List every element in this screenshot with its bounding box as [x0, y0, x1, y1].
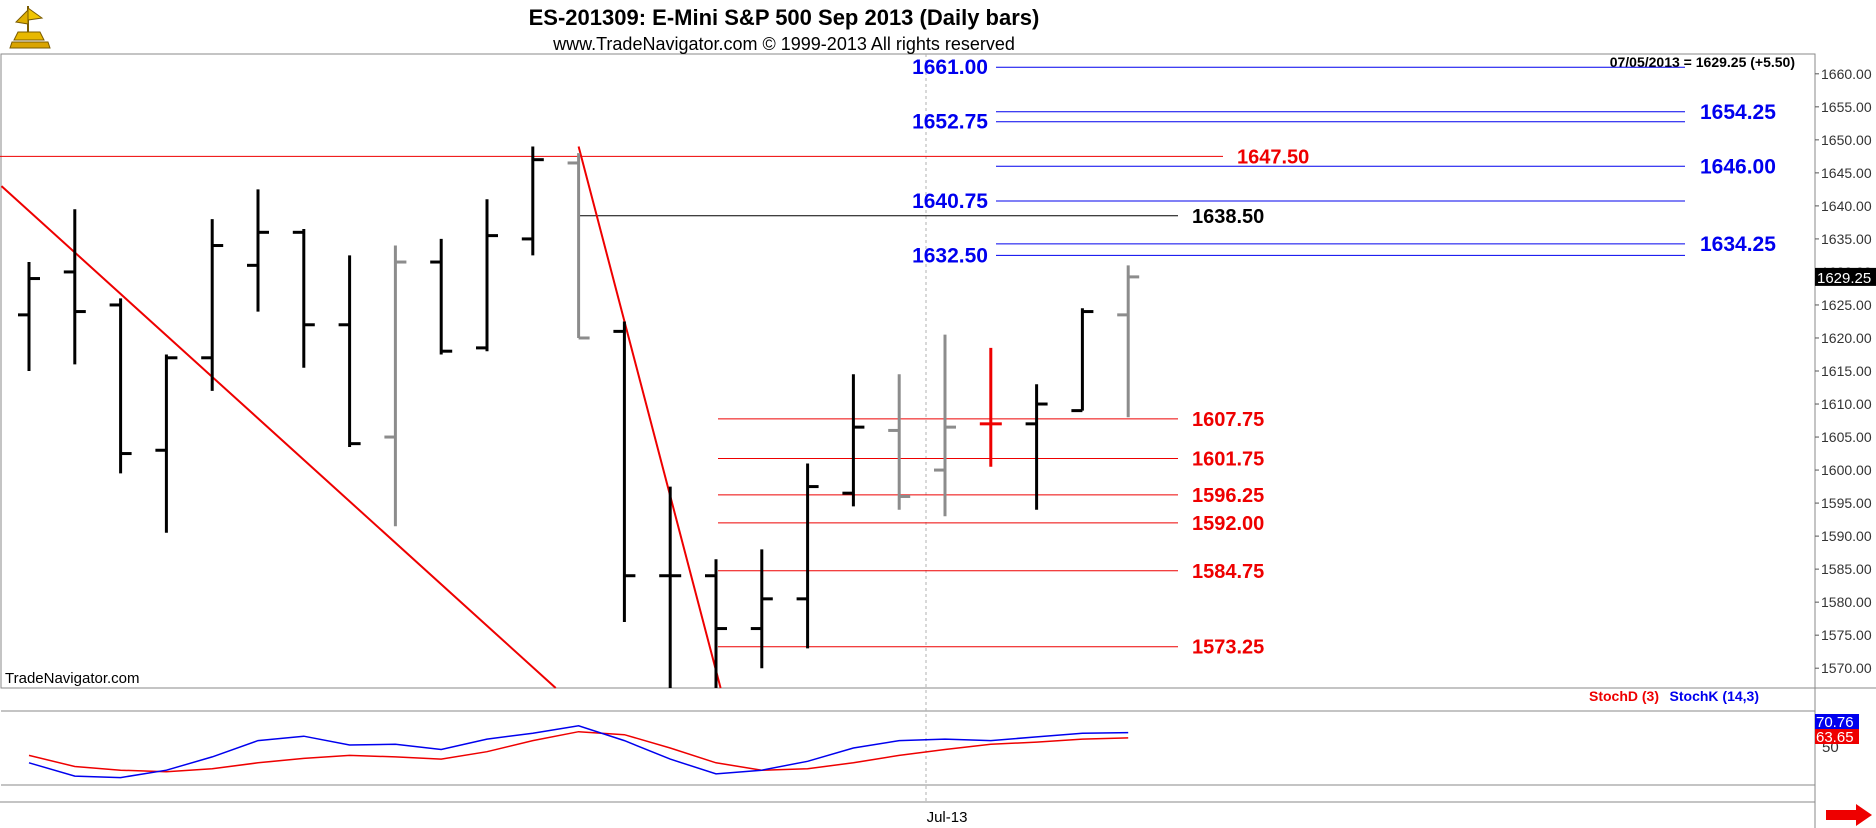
level-label: 1634.25 [1700, 233, 1776, 256]
price-panel-frame [0, 53, 1816, 689]
last-price-tag: 1629.25 [1817, 270, 1871, 287]
stochastic-lines [28, 725, 1129, 779]
level-label: 1646.00 [1700, 155, 1776, 178]
y-tick-label: 1660.00 [1821, 66, 1872, 82]
trendline [0, 185, 557, 689]
ohlc-bar [796, 463, 819, 649]
trendlines [0, 146, 722, 689]
level-label: 1647.50 [1237, 146, 1309, 168]
ohlc-bar [934, 334, 956, 517]
stoch-series-line [28, 725, 1129, 779]
level-label: 1607.75 [1192, 409, 1264, 431]
y-axis: 1570.00 1575.00 1580.00 1585.00 1590.00 1595.… [1815, 66, 1872, 676]
stochk-value-tag-bg [1815, 714, 1859, 729]
level-label: 1584.75 [1192, 561, 1264, 583]
last-price-tag-bg [1815, 267, 1876, 286]
ohlc-bar [430, 238, 453, 355]
ohlc-bar [705, 559, 727, 688]
level-label: 1596.25 [1192, 485, 1264, 507]
level-label: 1640.75 [912, 190, 988, 213]
ohlc-bar [63, 209, 86, 365]
stochk-value-tag: 70.76 [1816, 714, 1854, 731]
ohlc-bars [18, 146, 1140, 688]
ohlc-bar [659, 486, 682, 688]
level-label: 1654.25 [1700, 101, 1776, 124]
y-tick-label: 1605.00 [1821, 429, 1872, 445]
y-tick-label: 1595.00 [1821, 495, 1872, 511]
watermark: TradeNavigator.com [5, 670, 140, 687]
ohlc-bar [613, 321, 636, 622]
ohlc-bar [1071, 308, 1094, 413]
ohlc-bar [384, 245, 407, 527]
y-tick-label: 1580.00 [1821, 594, 1872, 610]
y-tick-label: 1590.00 [1821, 528, 1872, 544]
ohlc-bar [567, 153, 590, 340]
y-tick-label: 1600.00 [1821, 462, 1872, 478]
scroll-right-arrow-icon[interactable] [1826, 804, 1872, 826]
ohlc-bar [1025, 384, 1048, 510]
level-label: 1661.00 [912, 56, 988, 79]
y-tick-label: 1585.00 [1821, 561, 1872, 577]
y-tick-label: 1620.00 [1821, 330, 1872, 346]
y-tick-label: 1615.00 [1821, 363, 1872, 379]
ohlc-bar [750, 549, 773, 669]
ohlc-bar [201, 219, 224, 391]
legend-stochd: StochD (3) [1589, 688, 1659, 704]
level-label: 1652.75 [912, 111, 988, 134]
chart-subtitle: www.TradeNavigator.com © 1999-2013 All r… [552, 34, 1015, 54]
ohlc-bar [521, 146, 544, 256]
y-tick-label: 1645.00 [1821, 165, 1872, 181]
ohlc-bar [1117, 265, 1140, 418]
ohlc-bar [842, 374, 865, 507]
ohlc-bar [18, 262, 40, 371]
level-label: 1632.50 [912, 244, 988, 267]
y-tick-label: 1655.00 [1821, 99, 1872, 115]
last-quote-label: 07/05/2013 = 1629.25 (+5.50) [1610, 54, 1795, 70]
y-tick-label: 1635.00 [1821, 231, 1872, 247]
ohlc-bar [109, 298, 132, 474]
x-tick-label: Jul-13 [927, 809, 968, 826]
ohlc-bar [888, 374, 911, 510]
level-label: 1601.75 [1192, 449, 1264, 471]
ohlc-bar [292, 229, 315, 368]
chart-title: ES-201309: E-Mini S&P 500 Sep 2013 (Dail… [529, 5, 1040, 30]
level-label: 1638.50 [1192, 206, 1264, 228]
ohlc-bar [247, 189, 269, 312]
ohlc-bar [476, 199, 498, 352]
level-lines: 1661.00 1652.75 1640.75 1632.50 1654.25 1646.… [0, 56, 1776, 659]
y-tick-label: 1575.00 [1821, 627, 1872, 643]
ohlc-bar [979, 347, 1002, 467]
trade-navigator-logo-icon [9, 6, 51, 49]
stochd-value-tag-bg [1815, 729, 1859, 744]
y-tick-label: 1650.00 [1821, 132, 1872, 148]
y-tick-label: 1570.00 [1821, 660, 1872, 676]
level-label: 1573.25 [1192, 637, 1264, 659]
ohlc-bar [338, 255, 361, 447]
stoch-series-line [28, 730, 1129, 773]
stochd-value-tag: 63.65 [1816, 729, 1854, 746]
y-tick-label: 1610.00 [1821, 396, 1872, 412]
level-label: 1592.00 [1192, 513, 1264, 535]
legend-stochk: StochK (14,3) [1670, 688, 1759, 704]
ohlc-bar [155, 354, 178, 533]
trendline [577, 146, 722, 689]
y-tick-label: 1625.00 [1821, 297, 1872, 313]
y-tick-label: 1640.00 [1821, 198, 1872, 214]
